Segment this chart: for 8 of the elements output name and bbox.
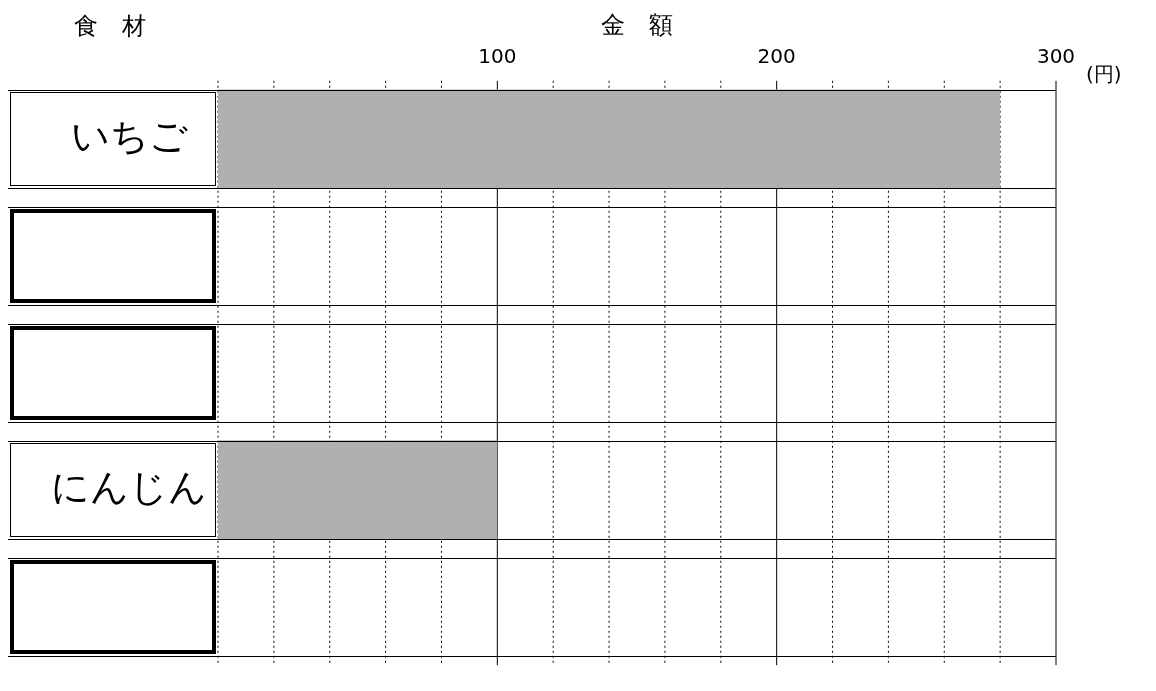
x-axis-title: 金 額 [601, 10, 673, 39]
x-tick-label: 300 [1036, 44, 1076, 68]
x-tick-label: 100 [478, 44, 517, 68]
x-tick-label: 200 [757, 44, 796, 68]
y-axis-title: 食 材 [74, 12, 146, 41]
y-tick-label: いちご [70, 114, 188, 159]
text: (円) [1086, 62, 1122, 87]
y-tick-label: にんじん [51, 464, 207, 509]
